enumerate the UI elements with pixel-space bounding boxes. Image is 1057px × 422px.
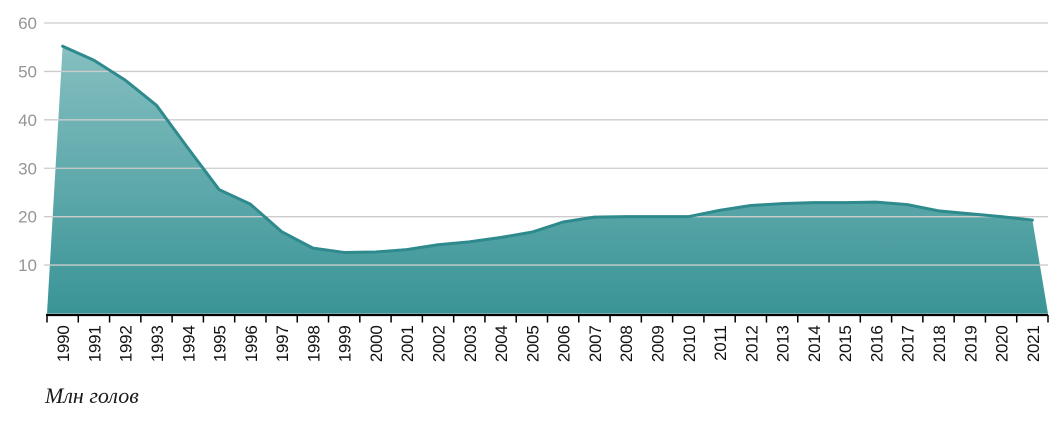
x-axis-tick-label: 1992	[117, 326, 136, 363]
x-axis-tick-label: 1999	[336, 326, 355, 363]
x-axis-tick-label: 2001	[398, 326, 417, 363]
x-axis-tick-label: 2016	[867, 326, 886, 363]
x-axis-tick-label: 1996	[242, 326, 261, 363]
y-axis-tick-label: 20	[18, 208, 37, 227]
x-axis-tick-label: 2006	[555, 326, 574, 363]
x-axis-tick-label: 1997	[273, 326, 292, 363]
x-axis-tick-label: 2015	[836, 326, 855, 363]
x-axis-tick-label: 2004	[492, 326, 511, 363]
x-axis-tick-label: 2013	[774, 326, 793, 363]
x-axis-tick-label: 1994	[179, 326, 198, 363]
x-axis-tick-label: 2020	[993, 326, 1012, 363]
x-axis-tick-label: 2008	[617, 326, 636, 363]
x-axis-tick-label: 2019	[961, 326, 980, 363]
x-axis-tick-label: 2009	[648, 326, 667, 363]
x-axis-tick-label: 2012	[742, 326, 761, 363]
area-series-line	[61, 44, 1034, 254]
x-axis-tick-label: 2011	[711, 326, 730, 361]
x-axis-tick-label: 1998	[304, 326, 323, 363]
x-axis-tick-label: 1991	[85, 326, 104, 363]
x-axis-tick-label: 2010	[680, 326, 699, 363]
x-axis-tick-label: 2018	[930, 326, 949, 363]
x-axis-tick-label: 1995	[211, 326, 230, 363]
y-axis-tick-label: 30	[18, 159, 37, 178]
y-axis-tick-label: 10	[18, 256, 37, 275]
y-axis-tick-label: 50	[18, 62, 37, 81]
x-axis-tick-label: 2003	[461, 326, 480, 363]
area-series-fill	[47, 46, 1048, 314]
x-axis-tick-label: 2017	[899, 326, 918, 363]
x-axis-tick-label: 2014	[805, 326, 824, 363]
x-axis-tick-label: 2021	[1024, 326, 1043, 363]
x-axis-tick-label: 2000	[367, 326, 386, 363]
axis-unit-caption: Млн голов	[45, 383, 139, 408]
x-axis-tick-label: 2002	[430, 326, 449, 363]
x-axis-tick-label: 1993	[148, 326, 167, 363]
y-axis-tick-label: 40	[18, 111, 37, 130]
y-axis-tick-label: 60	[18, 14, 37, 33]
x-axis-tick-label: 2007	[586, 326, 605, 363]
x-axis-tick-label: 2005	[523, 326, 542, 363]
x-axis-tick-label: 1990	[54, 326, 73, 363]
